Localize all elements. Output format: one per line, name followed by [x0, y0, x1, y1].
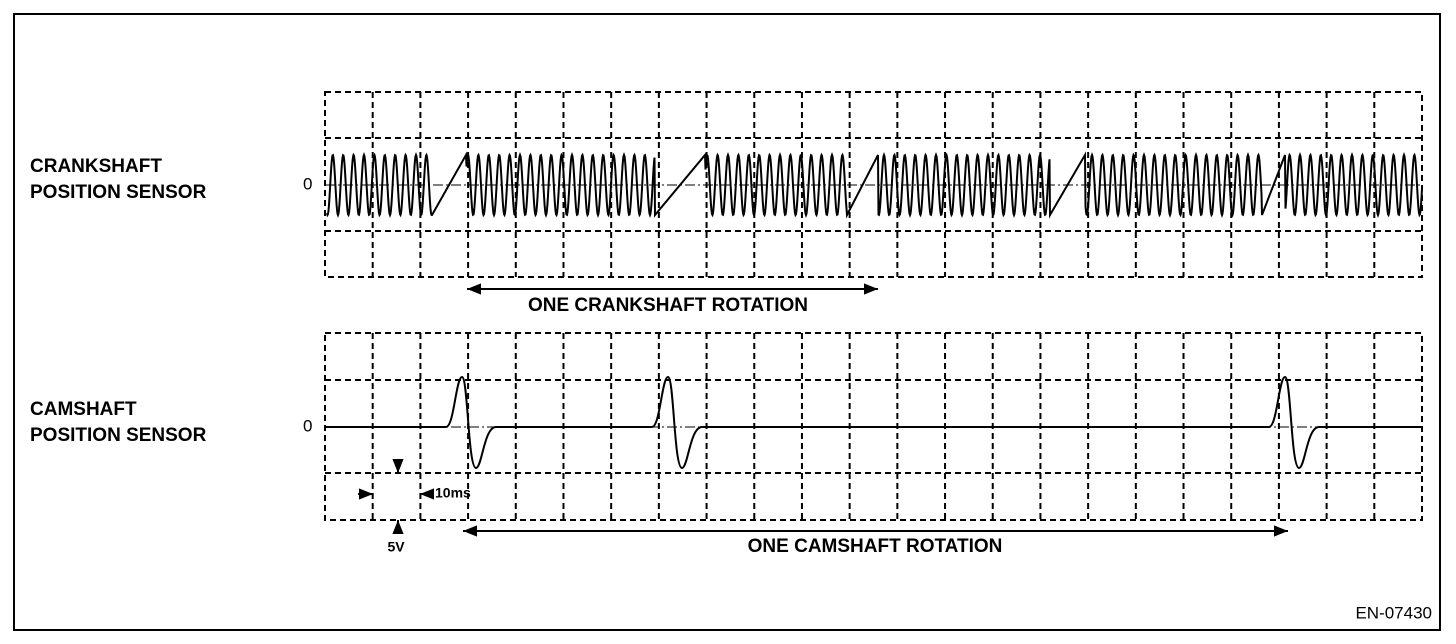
crank-rotation-label: ONE CRANKSHAFT ROTATION: [528, 295, 808, 316]
crank-zero: 0: [303, 174, 312, 193]
figure-id: EN-07430: [1355, 603, 1432, 622]
cam-label: CAMSHAFT: [30, 399, 137, 420]
time-scale: 10ms: [435, 485, 471, 501]
waveforms: [325, 151, 1423, 470]
cam-zero: 0: [303, 416, 312, 435]
crank-label: CRANKSHAFT: [30, 156, 162, 177]
crank-wave: [326, 151, 1423, 219]
frame: [13, 13, 1441, 631]
cam-rotation-label: ONE CAMSHAFT ROTATION: [748, 536, 1003, 557]
cam-wave: [325, 375, 1422, 470]
crank-label: POSITION SENSOR: [30, 182, 207, 203]
cam-label: POSITION SENSOR: [30, 425, 207, 446]
voltage-scale: 5V: [387, 539, 405, 555]
